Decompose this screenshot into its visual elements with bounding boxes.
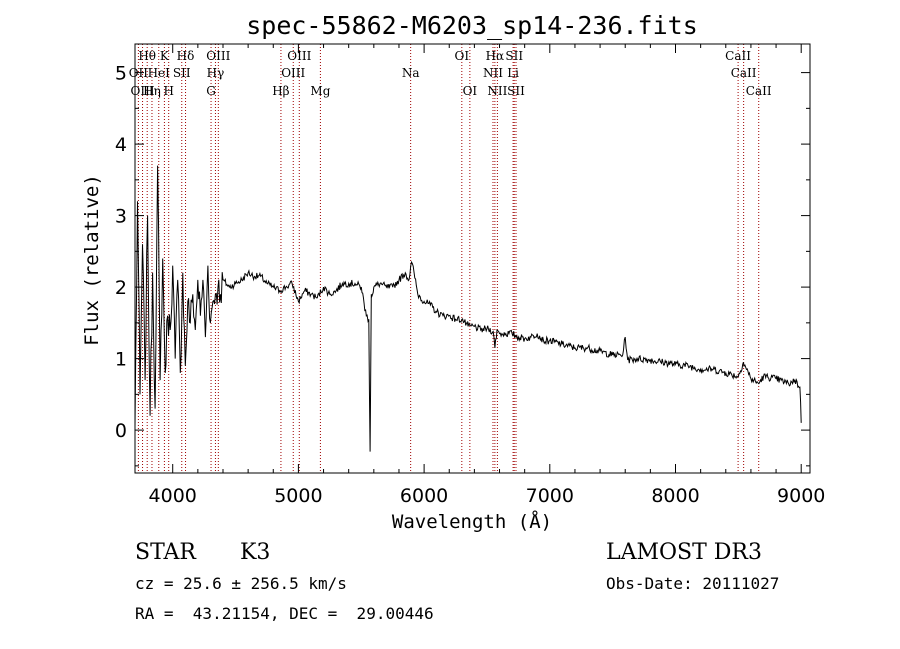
y-tick-label: 5 [115, 63, 127, 85]
line-label-8: CaII [725, 49, 751, 63]
line-label-5: OI [455, 49, 470, 63]
line-label-19: Hη [143, 84, 161, 98]
line-label-20: H [163, 84, 173, 98]
y-tick-label: 4 [115, 134, 127, 156]
line-label-25: NII [487, 84, 507, 98]
x-tick-label: 8000 [651, 485, 699, 507]
line-label-3: OIII [206, 49, 230, 63]
obs-date: Obs-Date: 20111027 [606, 574, 780, 593]
spectrum-line [134, 165, 802, 452]
plot-frame [134, 43, 811, 474]
x-tick-label: 7000 [526, 485, 574, 507]
line-label-22: Hβ [272, 84, 289, 98]
line-label-17: CaII [731, 66, 757, 80]
x-axis-ticks: 4000 5000 6000 7000 8000 9000 [149, 44, 825, 507]
line-label-24: OI [463, 84, 478, 98]
line-label-13: OIII [281, 66, 305, 80]
x-tick-label: 6000 [400, 485, 448, 507]
line-label-7: SII [505, 49, 523, 63]
line-label-27: CaII [746, 84, 772, 98]
line-label-12: Hγ [207, 66, 225, 80]
line-label-18: OIII [131, 84, 155, 98]
y-tick-label: 2 [115, 277, 127, 299]
survey-name: LAMOST DR3 [606, 540, 762, 565]
y-axis-ticks: 0 1 2 3 4 5 [115, 63, 810, 467]
line-label-14: Na [402, 66, 420, 80]
line-label-0: Hθ [138, 49, 156, 63]
line-label-4: OIII [287, 49, 311, 63]
x-tick-label: 5000 [274, 485, 322, 507]
chart-title: spec-55862-M6203_sp14-236.fits [246, 11, 698, 40]
object-subclass: K3 [240, 540, 271, 565]
y-axis-label: Flux (relative) [81, 174, 103, 346]
line-label-10: HeI [148, 66, 171, 80]
line-label-26: SII [507, 84, 525, 98]
line-label-23: Mg [310, 84, 330, 98]
x-tick-label: 9000 [777, 485, 825, 507]
line-label-11: SII [173, 66, 191, 80]
x-tick-label: 4000 [149, 485, 197, 507]
line-label-21: G [206, 84, 216, 98]
y-tick-label: 0 [115, 420, 127, 442]
redshift-text: cz = 25.6 ± 256.5 km/s [135, 574, 347, 593]
line-label-6: Hα [486, 49, 505, 63]
object-class: STAR [135, 540, 196, 565]
y-tick-label: 3 [115, 206, 127, 228]
line-label-16: Li [507, 66, 519, 80]
y-tick-label: 1 [115, 349, 127, 371]
x-axis-label: Wavelength (Å) [392, 510, 552, 533]
coordinates: RA = 43.21154, DEC = 29.00446 [135, 604, 434, 623]
spectral-line-markers [137, 44, 760, 473]
line-label-1: K [160, 49, 170, 63]
line-label-2: Hδ [177, 49, 195, 63]
line-label-15: NII [483, 66, 503, 80]
